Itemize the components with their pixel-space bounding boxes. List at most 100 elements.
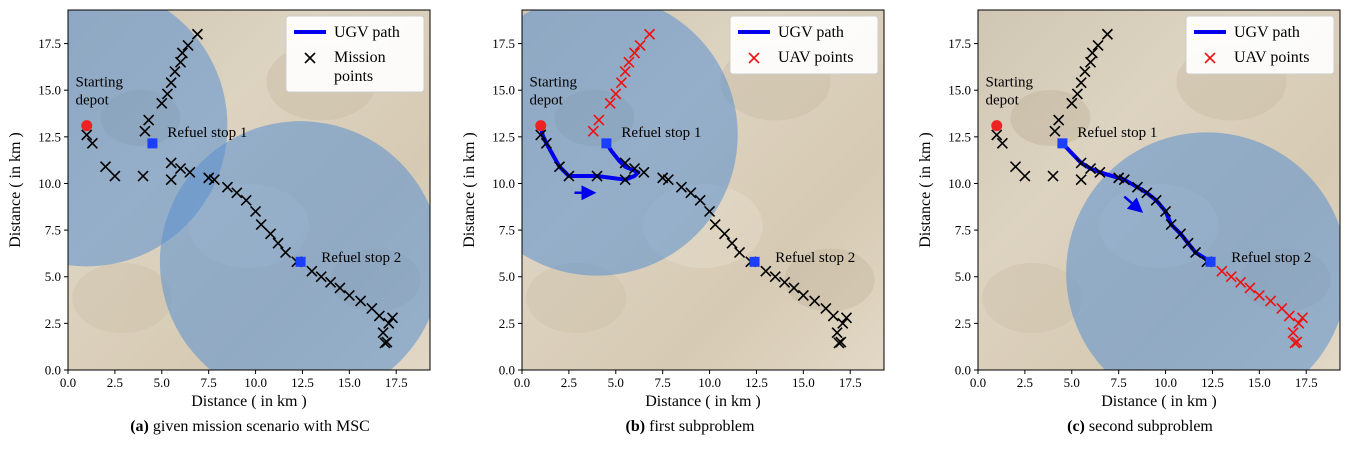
- uav-point-7-stroke-b: [628, 47, 641, 59]
- mission-point-0: [81, 129, 93, 141]
- annotation-0-line-1: depot: [530, 92, 564, 108]
- mission-point-16-stroke-b: [719, 228, 731, 240]
- terrain-patch-3: [784, 248, 875, 312]
- mission-point-2-stroke-b: [553, 161, 566, 173]
- legend: UGV path UAV points: [1185, 15, 1335, 75]
- mission-point-34-stroke-b: [343, 289, 355, 301]
- mission-point-6: [1049, 125, 1061, 137]
- x-tick-label-1: 2.5: [107, 375, 123, 390]
- mission-point-24-stroke-b: [1159, 205, 1172, 218]
- uav-point-3: [610, 88, 622, 100]
- x-tick-label-5: 12.5: [1201, 375, 1224, 390]
- mission-point-14-stroke-b: [1092, 39, 1104, 52]
- mission-point-22-stroke-b: [1141, 187, 1153, 199]
- direction-arrow: [1123, 195, 1144, 213]
- mission-point-0: [991, 129, 1003, 141]
- y-tick-label-3: 7.5: [499, 223, 515, 238]
- mission-point-12-stroke-b: [174, 56, 187, 68]
- mission-point-9: [1071, 88, 1083, 100]
- coverage-circle-0: [1066, 132, 1340, 370]
- mission-point-12-stroke-b: [685, 187, 697, 199]
- caption-c-text: second subproblem: [1088, 418, 1213, 435]
- annotation-2: Refuel stop 2: [775, 250, 855, 266]
- annotation-2: Refuel stop 2: [321, 250, 401, 266]
- mission-point-2: [553, 161, 566, 173]
- uav-point-4-stroke-b: [615, 77, 627, 89]
- mission-point-42: [379, 337, 391, 349]
- mission-point-5: [165, 174, 177, 186]
- mission-point-42-stroke-b: [379, 337, 391, 349]
- refuel-stop-marker-2: [295, 256, 306, 267]
- refuel-stop-marker-1: [147, 138, 158, 149]
- mission-point-24: [1159, 205, 1172, 218]
- mission-point-14: [703, 205, 716, 218]
- mission-point-22-stroke-b: [779, 276, 791, 288]
- y-tick-label-3: 7.5: [955, 223, 971, 238]
- mission-point-25: [1165, 218, 1177, 231]
- x-tick-label-7: 17.5: [839, 375, 862, 390]
- mission-point-0-stroke-b: [81, 129, 93, 141]
- annotation-1: Refuel stop 1: [1077, 125, 1157, 141]
- x-tick-label-3: 7.5: [201, 375, 217, 390]
- uav-point-2: [604, 97, 616, 109]
- mission-point-13-stroke-b: [694, 194, 706, 206]
- mission-point-8: [1066, 97, 1078, 109]
- mission-point-19-stroke-b: [203, 172, 215, 184]
- refuel-stop-marker-1: [601, 138, 612, 149]
- mission-point-22-stroke-b: [231, 187, 243, 199]
- y-tick-label-1: 2.5: [45, 316, 61, 331]
- refuel-stop-marker-2: [749, 256, 760, 267]
- mission-point-15-stroke-b: [191, 28, 203, 40]
- x-tick-label-5: 12.5: [745, 375, 768, 390]
- x-tick-label-4: 10.0: [698, 375, 721, 390]
- mission-point-25: [809, 295, 821, 307]
- mission-point-11: [1079, 65, 1091, 78]
- mission-point-26-stroke-b: [820, 302, 832, 315]
- mission-point-15-stroke-b: [1101, 28, 1113, 40]
- mission-point-13-stroke-b: [1086, 47, 1098, 59]
- mission-point-9: [161, 88, 173, 100]
- annotation-2: Refuel stop 2: [1231, 250, 1311, 266]
- uav-point-8-stroke-b: [634, 39, 646, 52]
- legend-points-label-line-0: Mission: [334, 49, 386, 66]
- terrain-patch-4: [526, 263, 627, 333]
- y-axis-label: Distance ( in km ): [7, 132, 24, 248]
- mission-point-2: [99, 161, 112, 173]
- mission-point-35: [355, 295, 367, 307]
- uav-point-2-stroke-b: [1235, 276, 1247, 288]
- mission-point-27: [272, 237, 284, 249]
- mission-point-2-stroke-b: [99, 161, 112, 173]
- legend-points-label-line-0: UAV points: [1234, 49, 1309, 66]
- x-tick-label-6: 15.0: [1248, 375, 1271, 390]
- mission-point-9-stroke-b: [161, 88, 173, 100]
- starting-depot-marker: [991, 120, 1003, 132]
- uav-point-0: [1216, 265, 1228, 277]
- mission-point-5-stroke-b: [1075, 174, 1087, 186]
- mission-point-24-stroke-b: [797, 289, 809, 301]
- mission-point-17: [1084, 162, 1097, 175]
- mission-point-10-stroke-b: [1075, 77, 1087, 89]
- mission-point-28-stroke-b: [837, 317, 849, 329]
- mission-point-17: [726, 237, 738, 249]
- y-tick-label-1: 2.5: [499, 316, 515, 331]
- mission-point-2: [1009, 161, 1022, 173]
- uav-point-8-stroke-b: [1293, 317, 1305, 329]
- mission-point-8-stroke-b: [638, 166, 650, 178]
- uav-point-7: [628, 47, 641, 59]
- mission-point-27: [1182, 237, 1194, 249]
- y-axis-label: Distance ( in km ): [917, 132, 934, 248]
- mission-point-7: [143, 114, 155, 126]
- annotation-2-line-0: Refuel stop 2: [321, 250, 401, 266]
- refuel-stop-marker-2: [1205, 256, 1216, 267]
- mission-point-7-stroke-b: [143, 114, 155, 126]
- uav-point-10-stroke-b: [1287, 327, 1299, 339]
- mission-point-38: [383, 317, 395, 329]
- mission-point-29: [840, 312, 853, 324]
- y-tick-label-4: 10.0: [948, 176, 971, 191]
- mission-point-26-stroke-b: [265, 228, 277, 240]
- mission-point-3-stroke-b: [563, 170, 575, 182]
- mission-point-15-stroke-b: [709, 218, 721, 231]
- x-tick-label-2: 5.0: [154, 375, 170, 390]
- y-tick-label-5: 12.5: [948, 129, 971, 144]
- mission-point-19-stroke-b: [1113, 172, 1125, 184]
